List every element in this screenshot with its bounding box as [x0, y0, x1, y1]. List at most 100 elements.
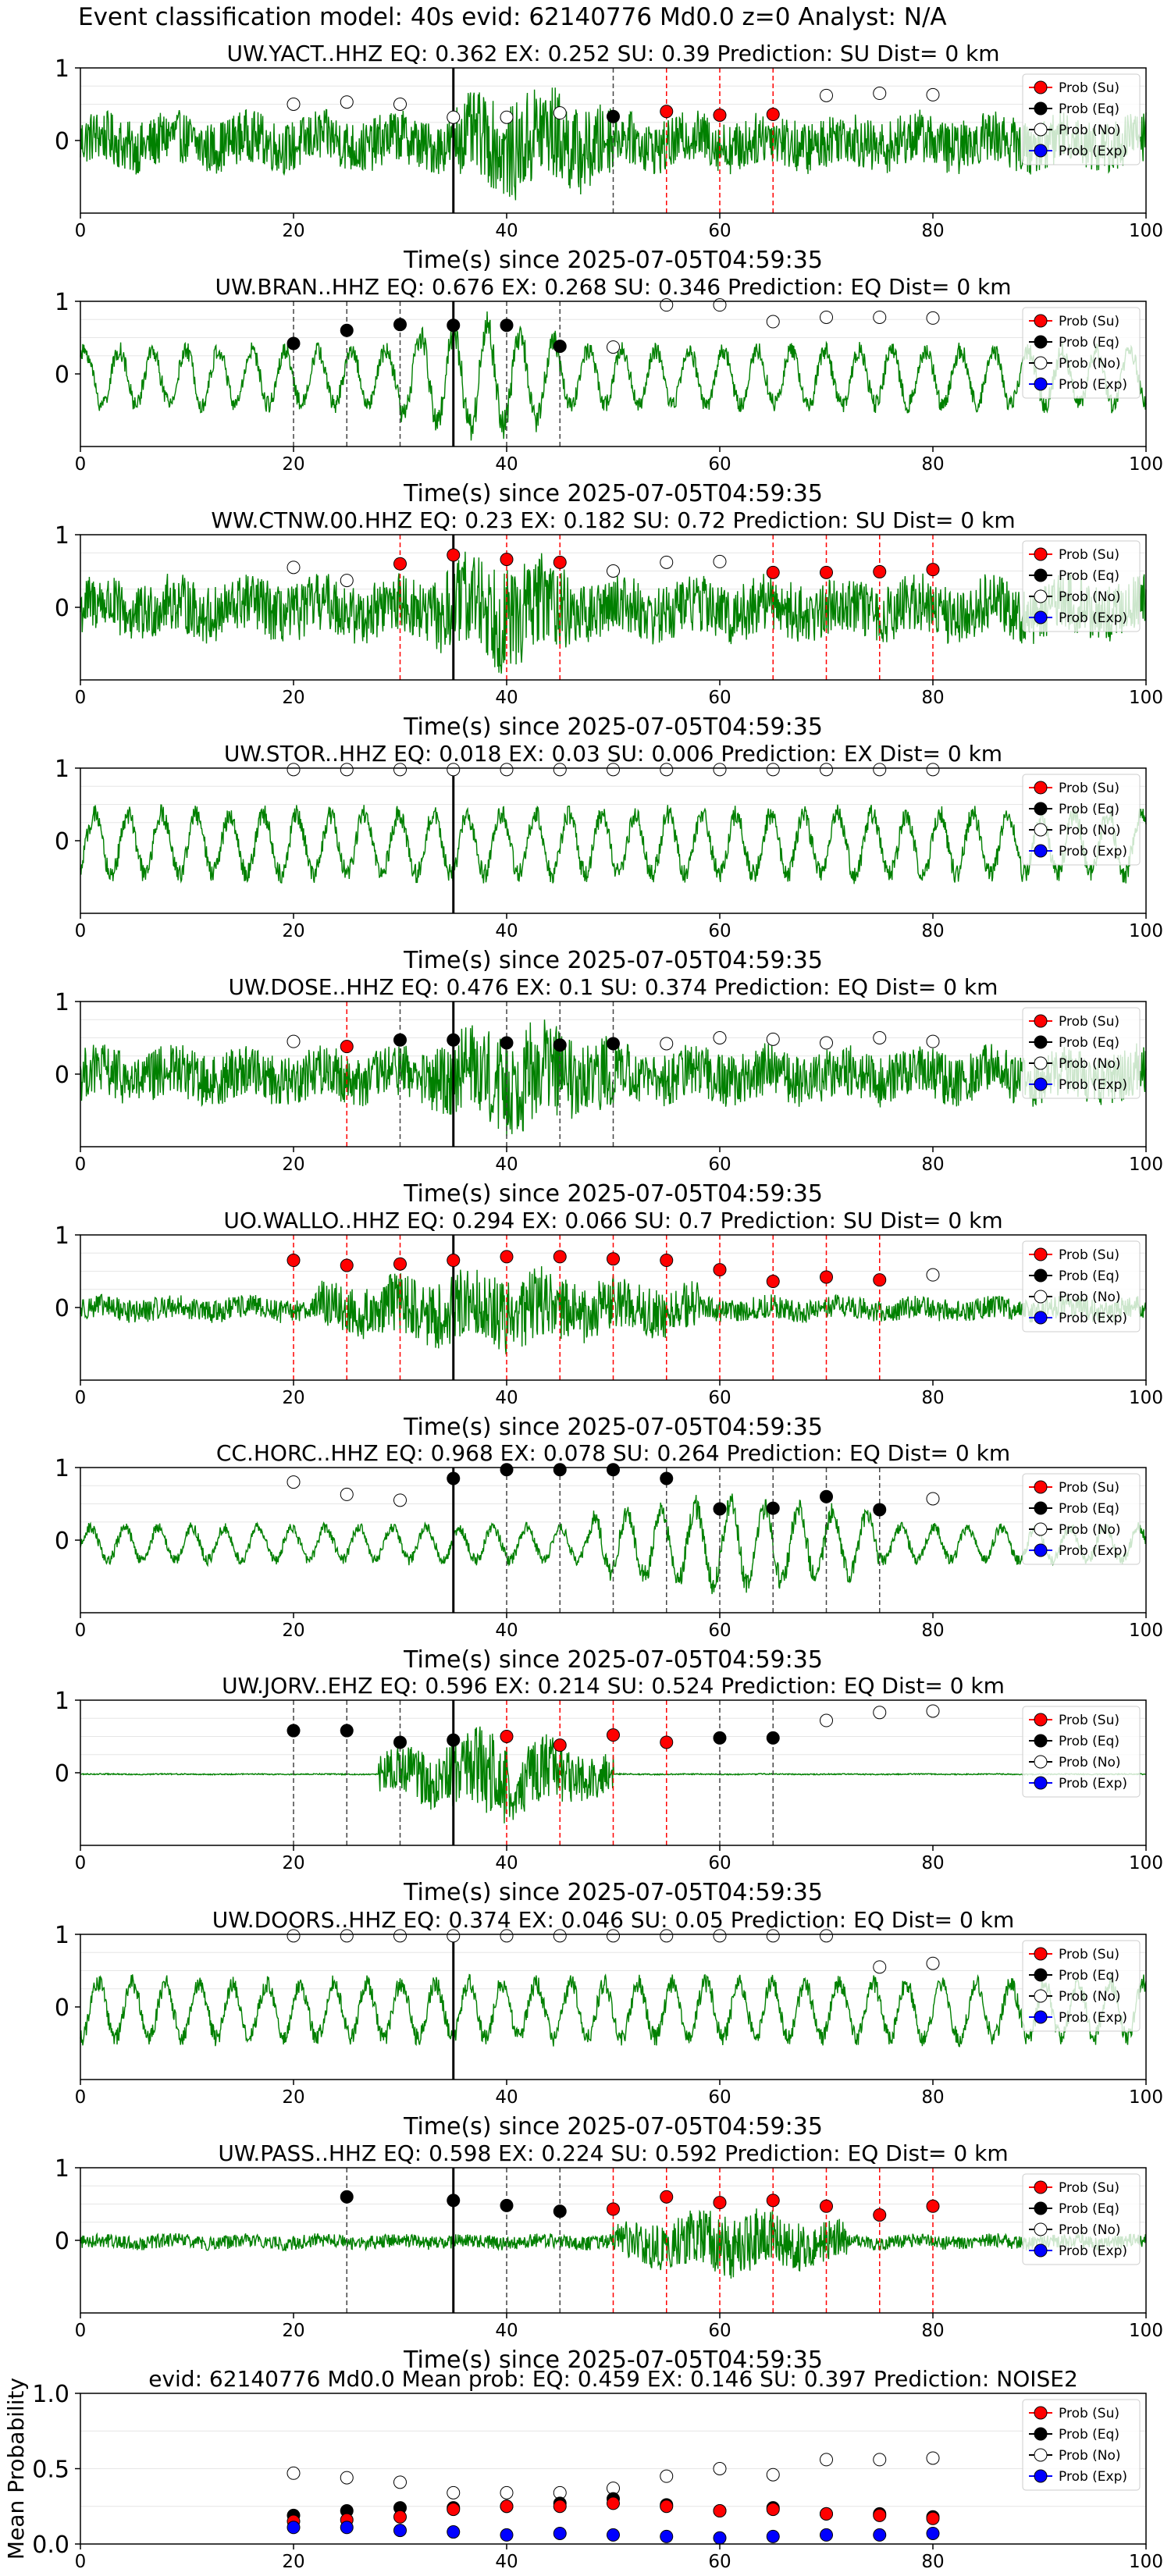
x-tick-label: 100	[1129, 1388, 1163, 1408]
axes-frame	[80, 1699, 1147, 1846]
x-tick-label: 20	[282, 1155, 304, 1175]
prob-marker-eq	[713, 1731, 727, 1745]
legend-label-no: Prob (No)	[1059, 823, 1121, 838]
prob-marker-su	[766, 565, 780, 579]
prob-marker-eq	[340, 323, 354, 337]
x-tick-label: 20	[282, 1388, 304, 1408]
prob-marker-su	[607, 2202, 620, 2216]
legend-marker-exp	[1034, 1776, 1048, 1790]
x-tick-label: 40	[495, 688, 518, 708]
prob-marker-no	[287, 1929, 301, 1943]
legend-label-exp: Prob (Exp)	[1059, 2243, 1127, 2259]
prob-marker-eq	[873, 1503, 887, 1517]
x-axis-label: Time(s) since 2025-07-05T04:59:35	[403, 2113, 823, 2140]
y-tick-label: 1	[55, 522, 69, 550]
legend-label-exp: Prob (Exp)	[1059, 610, 1127, 626]
prob-marker-no	[926, 763, 940, 777]
legend-label-eq: Prob (Eq)	[1059, 101, 1119, 117]
legend-box	[1022, 1240, 1141, 1332]
prob-marker-no	[766, 1032, 780, 1046]
panel-title: WW.CTNW.00.HHZ EQ: 0.23 EX: 0.182 SU: 0.…	[211, 507, 1015, 533]
mean-marker-no	[713, 2462, 727, 2475]
mean-marker-no	[820, 2453, 833, 2467]
legend-label-su: Prob (Su)	[1059, 314, 1119, 329]
x-axis-label: Time(s) since 2025-07-05T04:59:35	[403, 1414, 823, 1441]
legend-label-su: Prob (Su)	[1059, 1480, 1119, 1496]
y-tick-label: 1	[55, 1222, 69, 1250]
x-tick-label: 0	[75, 1853, 87, 1873]
y-tick-label: 0	[55, 595, 69, 622]
prob-marker-eq	[500, 1036, 514, 1050]
prob-marker-su	[873, 2208, 887, 2222]
y-tick-label: 0	[55, 1528, 69, 1555]
mean-marker-no	[393, 2475, 407, 2489]
x-tick-label: 0	[75, 221, 87, 241]
x-axis-label: Time(s) since 2025-07-05T04:59:35	[403, 2347, 823, 2374]
x-tick-label: 60	[708, 688, 731, 708]
axes-frame	[80, 301, 1147, 447]
axes-frame	[80, 67, 1147, 214]
prob-marker-su	[766, 2194, 780, 2208]
legend-label-eq: Prob (Eq)	[1059, 568, 1119, 584]
x-tick-label: 100	[1129, 221, 1163, 241]
prob-marker-su	[926, 563, 940, 577]
x-tick-label: 80	[921, 1388, 944, 1408]
prob-marker-su	[607, 1252, 620, 1266]
prob-marker-su	[553, 555, 567, 569]
prob-marker-su	[713, 1263, 727, 1277]
prob-marker-su	[766, 1275, 780, 1289]
legend-box	[1022, 1473, 1141, 1565]
prob-marker-su	[287, 1254, 301, 1268]
prob-marker-no	[713, 554, 727, 568]
prob-marker-no	[713, 1031, 727, 1044]
legend-box	[1022, 73, 1141, 165]
prob-marker-no	[500, 1929, 514, 1943]
legend-marker-no	[1034, 2448, 1048, 2462]
legend-marker-exp	[1034, 144, 1048, 158]
x-tick-label: 80	[921, 454, 944, 475]
prob-marker-no	[873, 1031, 887, 1044]
axes-frame	[80, 1934, 1147, 2080]
mean-marker-no	[873, 2453, 887, 2467]
prob-marker-no	[287, 560, 301, 575]
mean-marker-no	[660, 2469, 674, 2483]
prob-marker-su	[660, 1254, 674, 1268]
mean-marker-exp	[500, 2528, 514, 2542]
legend-label-exp: Prob (Exp)	[1059, 1543, 1127, 1559]
x-tick-label: 40	[495, 1388, 518, 1408]
x-tick-label: 20	[282, 2552, 304, 2572]
mean-marker-su	[553, 2500, 567, 2514]
prob-marker-no	[820, 310, 833, 324]
x-tick-label: 0	[75, 1621, 87, 1641]
prob-marker-eq	[553, 2204, 567, 2218]
prob-marker-eq	[340, 2190, 354, 2204]
seismic-trace	[80, 1973, 1147, 2048]
seismic-trace	[80, 311, 1147, 441]
mean-marker-su	[766, 2503, 780, 2517]
prob-marker-eq	[553, 1038, 567, 1052]
legend-marker-exp	[1034, 844, 1048, 858]
legend-box	[1022, 2173, 1141, 2265]
station-panel-uw-doors--hhz: UW.DOORS..HHZ EQ: 0.374 EX: 0.046 SU: 0.…	[55, 1907, 1163, 2140]
legend-marker-eq	[1034, 335, 1048, 349]
prob-marker-no	[607, 340, 620, 354]
legend-marker-exp	[1034, 377, 1048, 391]
x-tick-label: 40	[495, 454, 518, 475]
prob-marker-su	[873, 1273, 887, 1287]
y-tick-label: 0	[55, 1295, 69, 1322]
prob-marker-no	[287, 1034, 301, 1048]
legend-label-su: Prob (Su)	[1059, 1247, 1119, 1263]
x-tick-label: 40	[495, 1621, 518, 1641]
prob-marker-eq	[447, 1471, 461, 1485]
panel-title: UW.DOSE..HHZ EQ: 0.476 EX: 0.1 SU: 0.374…	[229, 974, 998, 1000]
legend-label-su: Prob (Su)	[1059, 1713, 1119, 1728]
prob-marker-su	[500, 1250, 514, 1264]
station-panel-uw-stor--hhz: UW.STOR..HHZ EQ: 0.018 EX: 0.03 SU: 0.00…	[55, 741, 1163, 974]
mean-marker-exp	[873, 2528, 887, 2542]
prob-marker-su	[393, 1257, 407, 1271]
prob-marker-no	[553, 1929, 567, 1943]
panel-title: UW.STOR..HHZ EQ: 0.018 EX: 0.03 SU: 0.00…	[224, 741, 1002, 767]
prob-marker-no	[820, 88, 833, 102]
legend-label-exp: Prob (Exp)	[1059, 1077, 1127, 1093]
x-axis-label: Time(s) since 2025-07-05T04:59:35	[403, 247, 823, 274]
